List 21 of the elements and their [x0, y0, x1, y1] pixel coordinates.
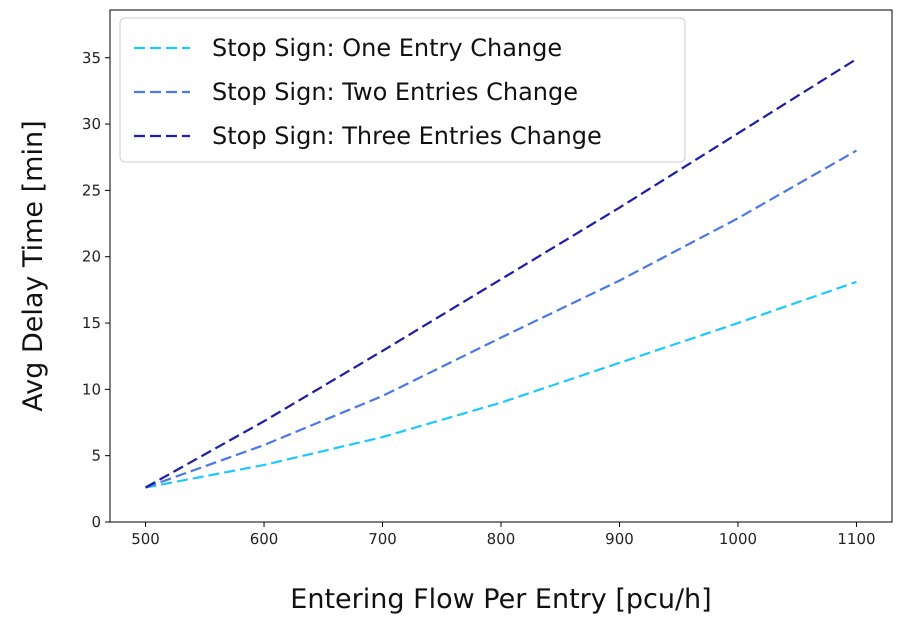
x-tick-label: 900: [605, 530, 634, 548]
y-tick-label: 30: [82, 115, 101, 134]
x-tick-label: 1100: [837, 530, 876, 548]
x-axis-title: Entering Flow Per Entry [pcu/h]: [290, 584, 712, 615]
legend-label: Stop Sign: One Entry Change: [212, 34, 562, 62]
x-tick-label: 800: [486, 530, 516, 548]
x-tick-label: 500: [131, 530, 160, 548]
y-tick-label: 15: [82, 314, 101, 332]
y-tick-label: 0: [91, 513, 101, 531]
legend-label: Stop Sign: Two Entries Change: [212, 78, 578, 106]
y-tick-label: 35: [82, 48, 101, 67]
y-tick-label: 10: [82, 380, 101, 398]
x-tick-label: 600: [250, 530, 278, 548]
legend-label: Stop Sign: Three Entries Change: [212, 122, 602, 150]
x-tick-label: 1000: [718, 530, 758, 548]
line-series: [144, 280, 858, 489]
x-tick-label: 700: [368, 530, 397, 548]
y-tick-label: 20: [82, 248, 101, 266]
y-tick-label: 25: [82, 181, 101, 200]
y-tick-label: 5: [91, 446, 101, 465]
y-axis-title: Avg Delay Time [min]: [18, 120, 49, 412]
